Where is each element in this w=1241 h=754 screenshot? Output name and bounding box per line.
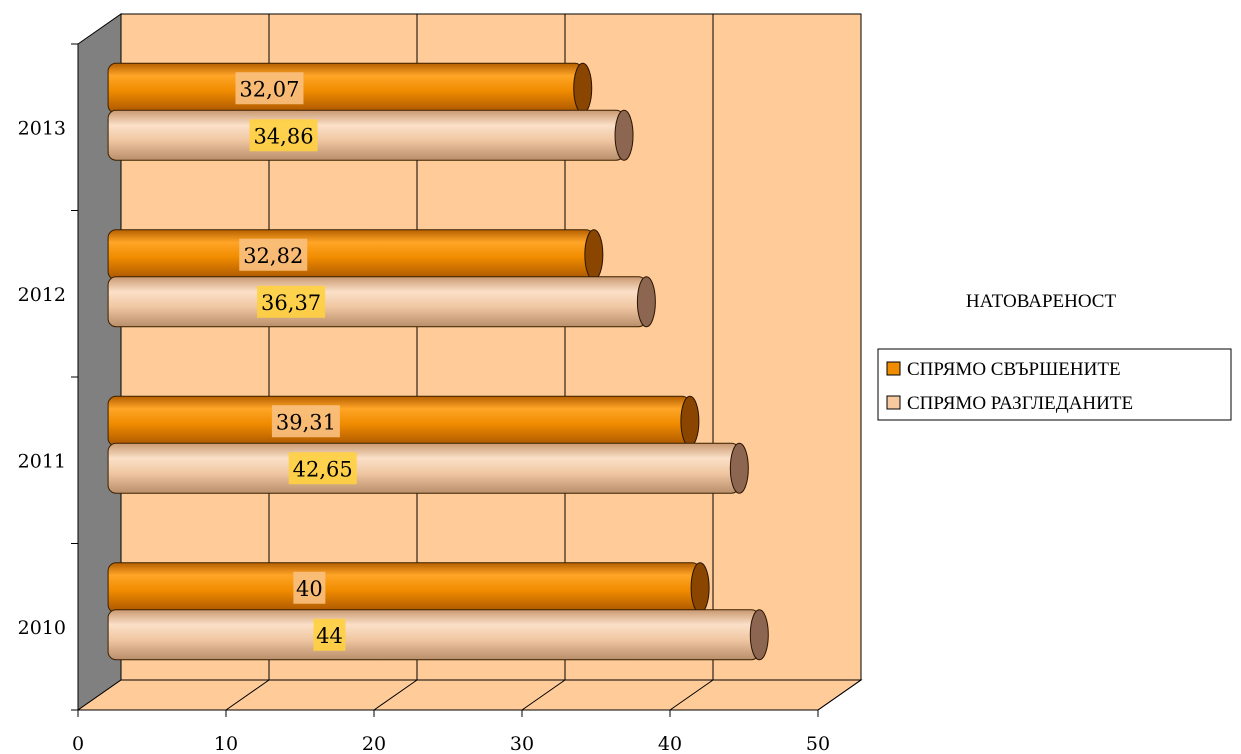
x-tick-label: 40	[658, 733, 682, 754]
cylinder-cap	[636, 276, 656, 328]
data-label-series-1: 40	[293, 571, 326, 604]
cylinder-cap	[573, 62, 593, 114]
cylinder-body	[107, 62, 584, 114]
axes	[71, 43, 819, 717]
data-label: 36,37	[261, 291, 321, 315]
cylinder-cap	[584, 229, 604, 281]
legend-swatch-2	[886, 395, 901, 410]
legend-swatch-1	[886, 361, 901, 376]
cylinder-body	[107, 109, 625, 161]
x-tick-label: 0	[72, 733, 84, 754]
cylinder-cap	[690, 562, 710, 614]
data-label-series-2: 34,86	[249, 119, 318, 152]
x-tick-label: 30	[510, 733, 534, 754]
cylinder-body	[107, 395, 691, 447]
bar-series-2	[107, 276, 656, 328]
data-label-series-2: 36,37	[257, 285, 326, 318]
bar-series-2	[107, 109, 634, 161]
legend: НАТОВАРЕНОСТ СПРЯМО СВЪРШЕНИТЕ СПРЯМО РА…	[877, 291, 1232, 421]
data-label: 42,65	[293, 457, 353, 481]
floor	[76, 679, 863, 711]
cylinder-body	[107, 562, 701, 614]
data-label-box	[271, 405, 340, 438]
data-label-box	[257, 285, 326, 318]
data-label-series-2: 42,65	[288, 452, 357, 485]
data-label-series-2: 44	[313, 618, 346, 651]
category-label: 2013	[18, 117, 66, 139]
legend-box	[877, 348, 1232, 421]
data-label-box	[239, 238, 308, 271]
legend-title: НАТОВАРЕНОСТ	[966, 291, 1117, 312]
data-label-series-1: 32,07	[235, 72, 304, 105]
floor-gridline	[373, 679, 418, 711]
cylinder-cap	[680, 395, 700, 447]
data-label: 34,86	[253, 124, 313, 148]
data-label-box	[293, 571, 326, 604]
x-tick-label: 20	[362, 733, 386, 754]
tick-labels: 0 10 20 30 40 50 2010 2011 2012 2013	[18, 117, 830, 754]
data-label-series-1: 39,31	[271, 405, 340, 438]
data-label-box	[288, 452, 357, 485]
floor-gridline	[225, 679, 270, 711]
legend-label-1: СПРЯМО СВЪРШЕНИТЕ	[907, 359, 1121, 380]
cylinder-body	[107, 609, 760, 661]
legend-label-2: СПРЯМО РАЗГЛЕДАНИТЕ	[907, 393, 1133, 414]
floor-gridline	[669, 679, 714, 711]
floor-gridline	[817, 679, 862, 711]
data-label-box	[313, 618, 346, 651]
cylinder-body	[107, 442, 740, 494]
data-label-series-1: 32,82	[239, 238, 308, 271]
bar-series-1	[107, 395, 700, 447]
cylinder-cap	[729, 442, 749, 494]
data-label: 32,07	[239, 77, 299, 101]
x-tick-label: 10	[214, 733, 238, 754]
cylinder-body	[107, 229, 595, 281]
data-label-box	[235, 72, 304, 105]
bar-series-2	[107, 442, 749, 494]
floor-gridline	[521, 679, 566, 711]
data-label: 40	[296, 577, 323, 601]
data-label-box	[249, 119, 318, 152]
bar-series-2	[107, 609, 769, 661]
bar-series-1	[107, 62, 593, 114]
category-label: 2010	[18, 617, 66, 639]
bar-series-1	[107, 562, 710, 614]
cylinder-cap	[614, 109, 634, 161]
data-label: 32,82	[243, 244, 303, 268]
data-label: 44	[316, 624, 343, 648]
cylinder-body	[107, 276, 647, 328]
cylinder-cap	[749, 609, 769, 661]
data-label: 39,31	[276, 410, 336, 434]
bar-series-1	[107, 229, 604, 281]
category-label: 2012	[18, 284, 66, 306]
data-labels: 40 44 39,31 42,65 32,82 36,37 32,07 34,86	[235, 72, 357, 651]
bars	[107, 62, 769, 661]
x-tick-label: 50	[806, 733, 830, 754]
category-label: 2011	[18, 450, 66, 472]
